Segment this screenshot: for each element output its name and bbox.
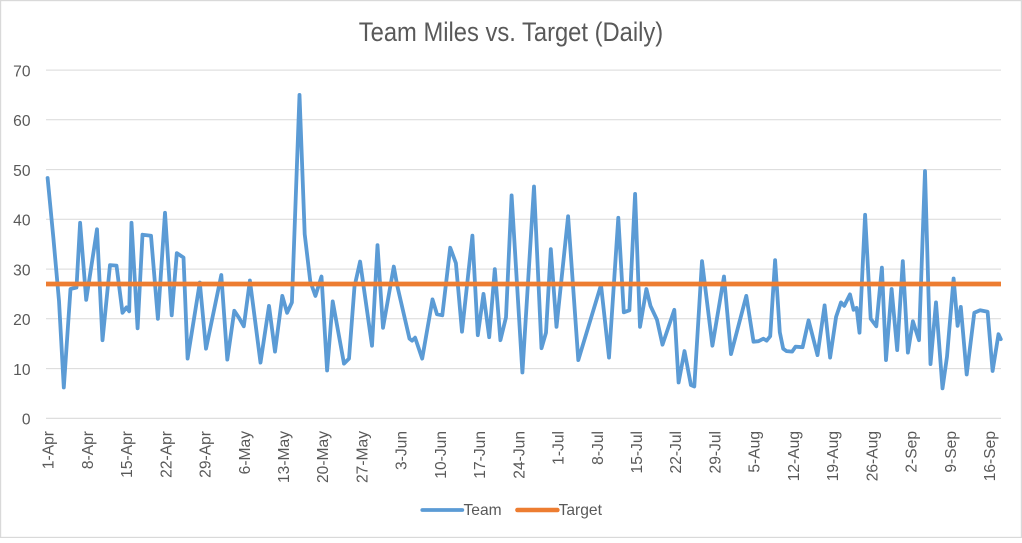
svg-text:15-Apr: 15-Apr	[119, 431, 136, 478]
svg-text:6-May: 6-May	[237, 431, 254, 475]
svg-text:17-Jun: 17-Jun	[472, 431, 489, 479]
svg-text:24-Jun: 24-Jun	[511, 431, 528, 479]
svg-text:13-May: 13-May	[276, 431, 293, 483]
svg-text:29-Apr: 29-Apr	[198, 431, 215, 478]
svg-text:70: 70	[13, 64, 31, 81]
svg-text:50: 50	[13, 163, 31, 180]
svg-text:8-Apr: 8-Apr	[80, 431, 97, 469]
svg-text:Team: Team	[464, 502, 502, 519]
svg-text:1-Jul: 1-Jul	[551, 431, 568, 465]
svg-text:2-Sep: 2-Sep	[904, 431, 921, 473]
svg-text:9-Sep: 9-Sep	[943, 431, 960, 473]
svg-text:40: 40	[13, 213, 31, 230]
svg-text:22-Apr: 22-Apr	[158, 431, 175, 478]
svg-text:20-May: 20-May	[315, 431, 332, 483]
svg-text:27-May: 27-May	[355, 431, 372, 483]
svg-text:Target: Target	[559, 502, 603, 519]
svg-text:10-Jun: 10-Jun	[433, 431, 450, 479]
svg-text:60: 60	[13, 113, 31, 130]
svg-text:16-Sep: 16-Sep	[982, 431, 999, 482]
svg-text:29-Jul: 29-Jul	[708, 431, 725, 473]
svg-text:5-Aug: 5-Aug	[747, 431, 764, 473]
svg-text:19-Aug: 19-Aug	[825, 431, 842, 481]
svg-text:15-Jul: 15-Jul	[629, 431, 646, 473]
svg-text:3-Jun: 3-Jun	[394, 431, 411, 470]
svg-text:26-Aug: 26-Aug	[864, 431, 881, 481]
svg-text:10: 10	[13, 362, 31, 379]
svg-text:1-Apr: 1-Apr	[41, 431, 58, 469]
svg-text:20: 20	[13, 312, 31, 329]
svg-text:30: 30	[13, 262, 31, 279]
svg-text:12-Aug: 12-Aug	[786, 431, 803, 481]
svg-text:8-Jul: 8-Jul	[590, 431, 607, 465]
svg-text:22-Jul: 22-Jul	[668, 431, 685, 473]
svg-text:0: 0	[22, 412, 31, 429]
svg-text:Team Miles vs. Target (Daily): Team Miles vs. Target (Daily)	[359, 18, 663, 48]
